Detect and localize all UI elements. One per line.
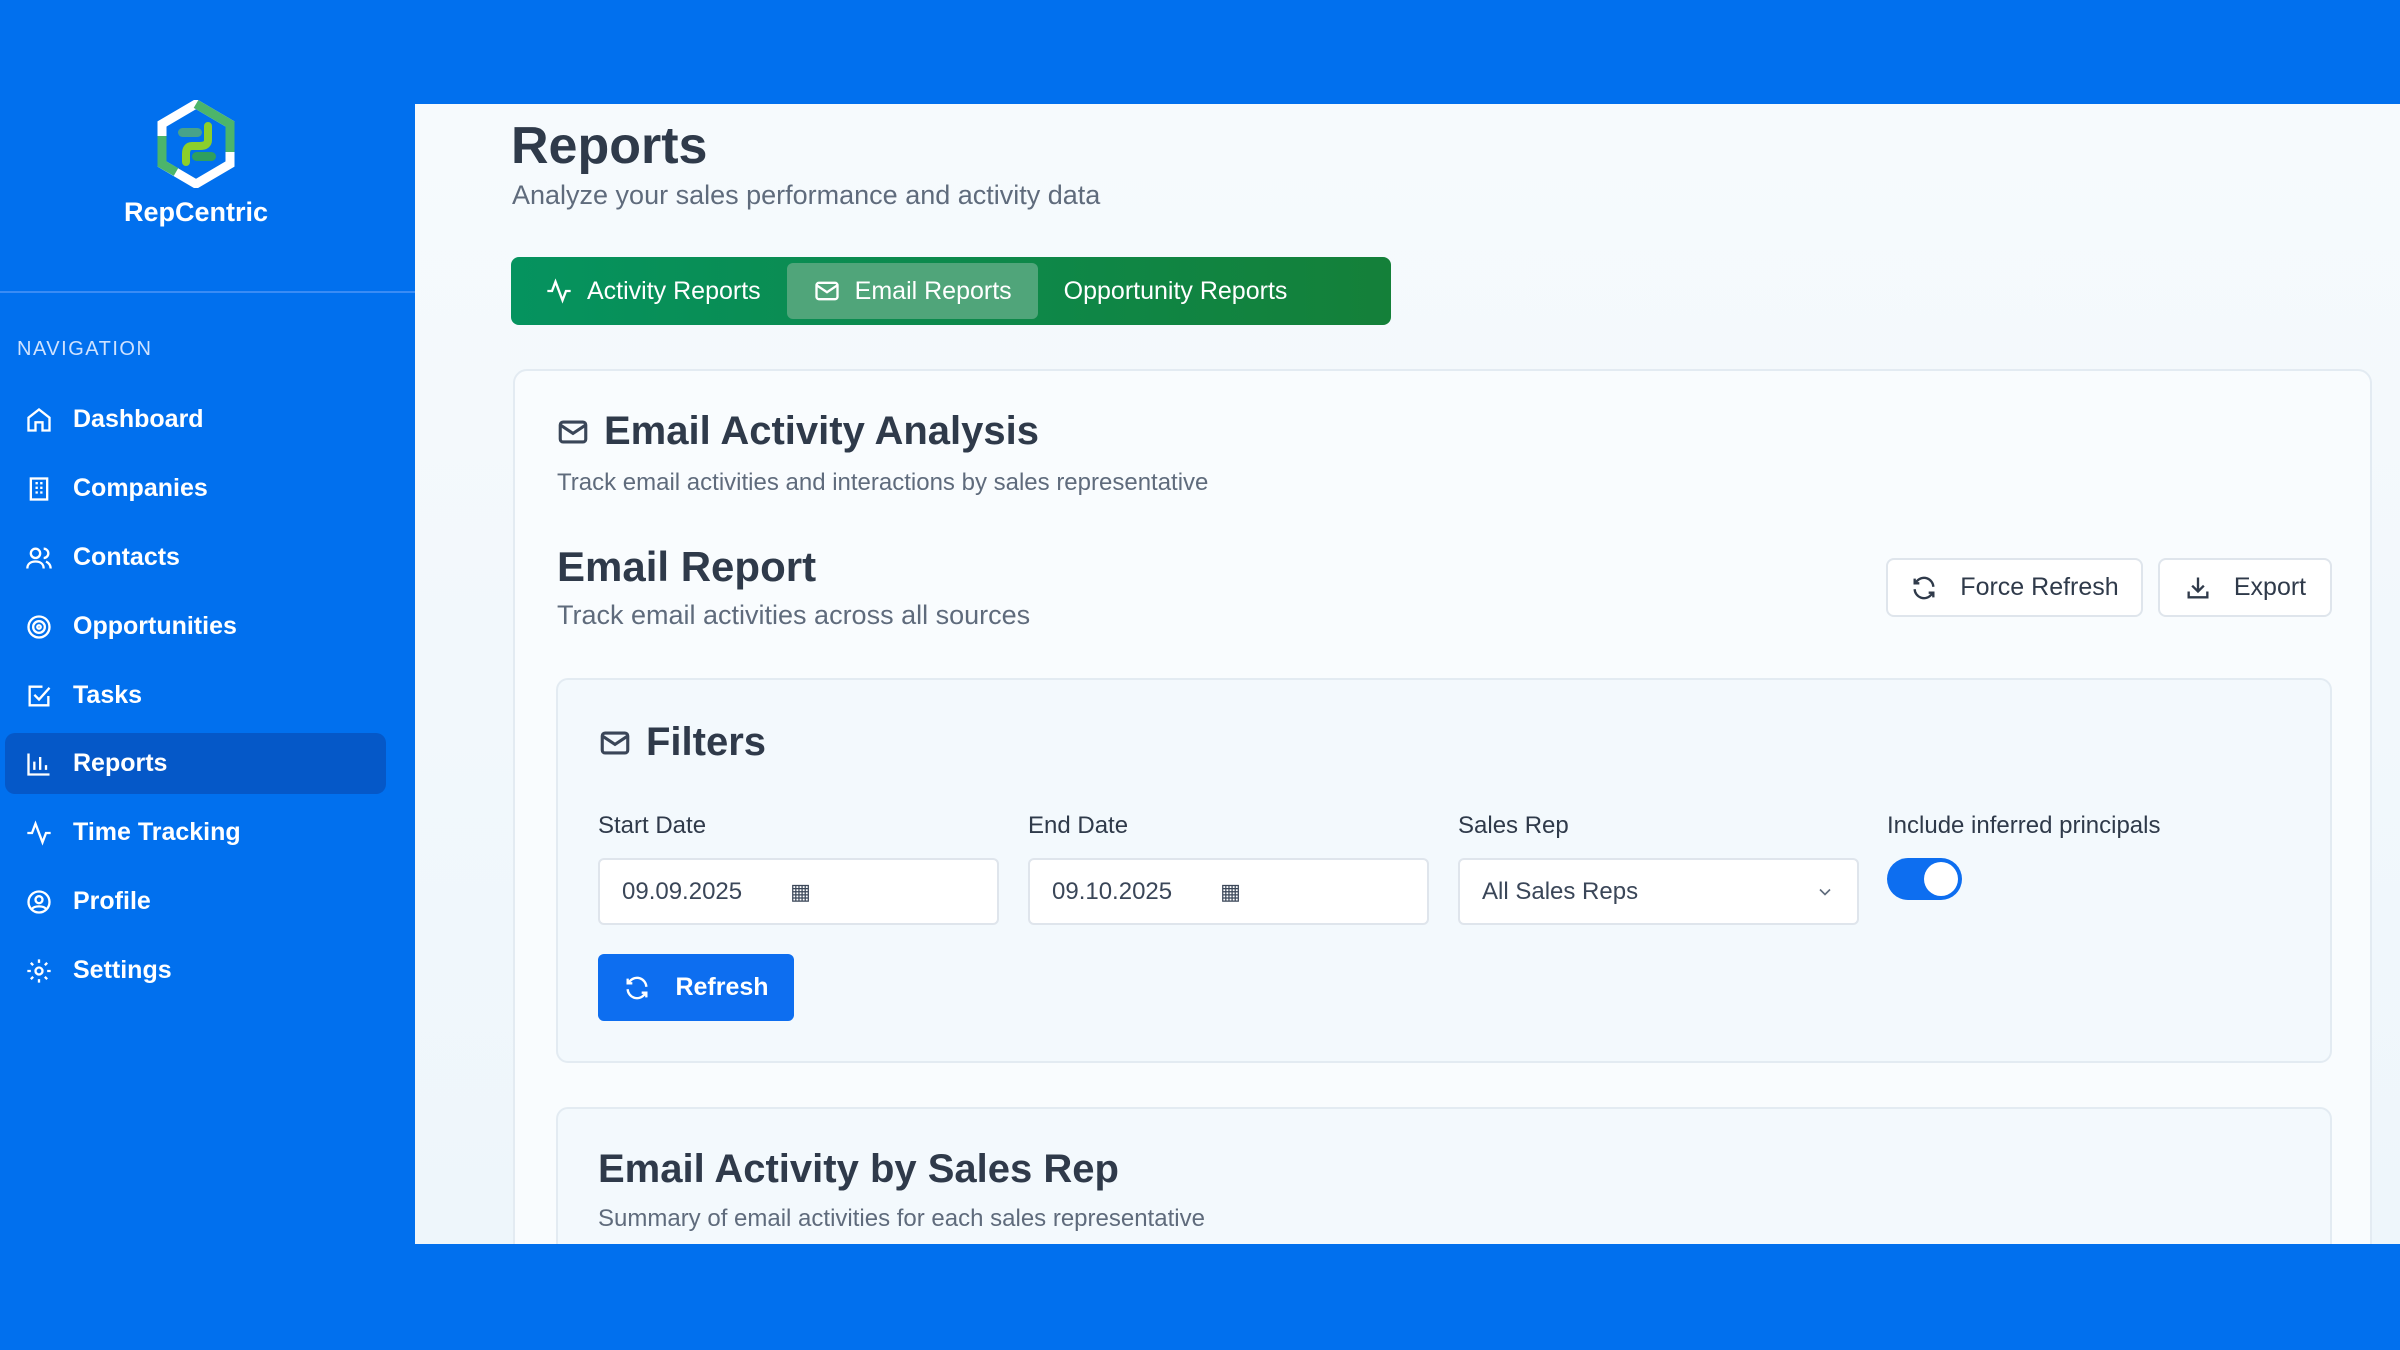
sidebar-item-profile[interactable]: Profile [5, 871, 386, 932]
mail-icon [558, 420, 588, 443]
nav-section-label: NAVIGATION [17, 338, 153, 360]
button-label: Export [2233, 573, 2307, 601]
sidebar-item-label: Tasks [73, 681, 143, 709]
brand-name: RepCentric [123, 197, 269, 227]
gear-icon [27, 958, 51, 983]
tab-label: Email Reports [854, 276, 1012, 305]
toggle-knob [1924, 862, 1958, 896]
end-date-input[interactable]: 09.10.2025 ▦ [1028, 858, 1429, 925]
activity-icon [27, 819, 51, 846]
users-icon [26, 547, 52, 569]
building-icon [29, 476, 49, 501]
tab-label: Activity Reports [587, 276, 761, 305]
sidebar-item-label: Companies [73, 474, 208, 502]
report-subtitle: Track email activities across all source… [557, 600, 1031, 630]
activity-icon [547, 278, 571, 304]
tab-label: Opportunity Reports [1063, 276, 1288, 305]
start-date-input[interactable]: 09.09.2025 ▦ [598, 858, 999, 925]
summary-panel: Email Activity by Sales Rep Summary of e… [556, 1107, 2332, 1244]
filters-title-text: Filters [646, 720, 767, 764]
mail-icon [600, 731, 630, 754]
mail-icon [815, 281, 839, 301]
page-title: Reports [511, 117, 708, 175]
sidebar-item-label: Opportunities [73, 612, 237, 640]
sidebar-item-settings[interactable]: Settings [5, 940, 386, 1001]
sidebar-item-time-tracking[interactable]: Time Tracking [5, 802, 386, 863]
sidebar: RepCentric NAVIGATION Dashboard Companie… [0, 0, 415, 1350]
sidebar-item-companies[interactable]: Companies [5, 458, 386, 519]
download-icon [2187, 577, 2209, 598]
home-icon [27, 407, 51, 432]
tab-opportunity-reports[interactable]: Opportunity Reports [1038, 263, 1314, 319]
start-date-label: Start Date [598, 812, 707, 839]
end-date-value: 09.10.2025 [1052, 877, 1173, 905]
page-subtitle: Analyze your sales performance and activ… [512, 180, 1101, 210]
sidebar-item-contacts[interactable]: Contacts [5, 527, 386, 588]
analysis-title-text: Email Activity Analysis [604, 409, 1039, 453]
filters-panel: Filters Start Date End Date Sales Rep In… [556, 678, 2332, 1063]
logo[interactable]: RepCentric [0, 98, 392, 228]
sidebar-item-dashboard[interactable]: Dashboard [5, 389, 386, 450]
filters-title: Filters [598, 720, 766, 765]
start-date-value: 09.09.2025 [622, 877, 743, 905]
refresh-button[interactable]: Refresh [598, 954, 794, 1021]
force-refresh-button[interactable]: Force Refresh [1886, 558, 2143, 617]
email-analysis-card: Email Activity Analysis Track email acti… [513, 369, 2372, 1244]
summary-title: Email Activity by Sales Rep [598, 1147, 1119, 1191]
sidebar-divider [0, 291, 415, 293]
inferred-principals-label: Include inferred principals [1887, 812, 2161, 839]
sales-rep-label: Sales Rep [1458, 812, 1569, 839]
checkbox-icon [28, 685, 51, 706]
target-icon [27, 614, 51, 639]
sidebar-item-label: Reports [73, 749, 168, 777]
sidebar-item-tasks[interactable]: Tasks [5, 665, 386, 726]
button-label: Force Refresh [1960, 573, 2119, 601]
sales-rep-value: All Sales Reps [1482, 877, 1639, 905]
tab-email-reports[interactable]: Email Reports [786, 263, 1038, 319]
calendar-icon[interactable]: ▦ [1220, 878, 1241, 904]
sidebar-item-label: Time Tracking [73, 818, 241, 846]
export-button[interactable]: Export [2158, 558, 2332, 617]
analysis-title: Email Activity Analysis [556, 409, 1039, 454]
chevron-down-icon [1819, 888, 1831, 896]
analysis-subtitle: Track email activities and interactions … [557, 469, 1209, 496]
refresh-icon [1913, 576, 1935, 599]
sales-rep-select[interactable]: All Sales Reps [1458, 858, 1859, 925]
user-circle-icon [27, 889, 51, 914]
sidebar-item-reports[interactable]: Reports [5, 733, 386, 794]
bar-chart-icon [27, 753, 50, 776]
refresh-icon [626, 976, 648, 999]
sidebar-item-label: Profile [73, 887, 151, 915]
sidebar-item-label: Settings [73, 956, 172, 984]
report-tabs: Activity Reports Email Reports Opportuni… [511, 257, 1391, 325]
report-title: Email Report [557, 543, 817, 590]
sidebar-item-opportunities[interactable]: Opportunities [5, 596, 386, 657]
main-content: Reports Analyze your sales performance a… [415, 104, 2400, 1244]
sidebar-item-label: Dashboard [73, 405, 204, 433]
inferred-principals-toggle[interactable] [1887, 858, 1962, 900]
button-label: Refresh [675, 973, 769, 1001]
end-date-label: End Date [1028, 812, 1129, 839]
summary-subtitle: Summary of email activities for each sal… [598, 1205, 1205, 1232]
tab-activity-reports[interactable]: Activity Reports [519, 263, 787, 319]
calendar-icon[interactable]: ▦ [790, 878, 811, 904]
repcentric-logo-icon [157, 98, 235, 190]
sidebar-item-label: Contacts [73, 543, 180, 571]
